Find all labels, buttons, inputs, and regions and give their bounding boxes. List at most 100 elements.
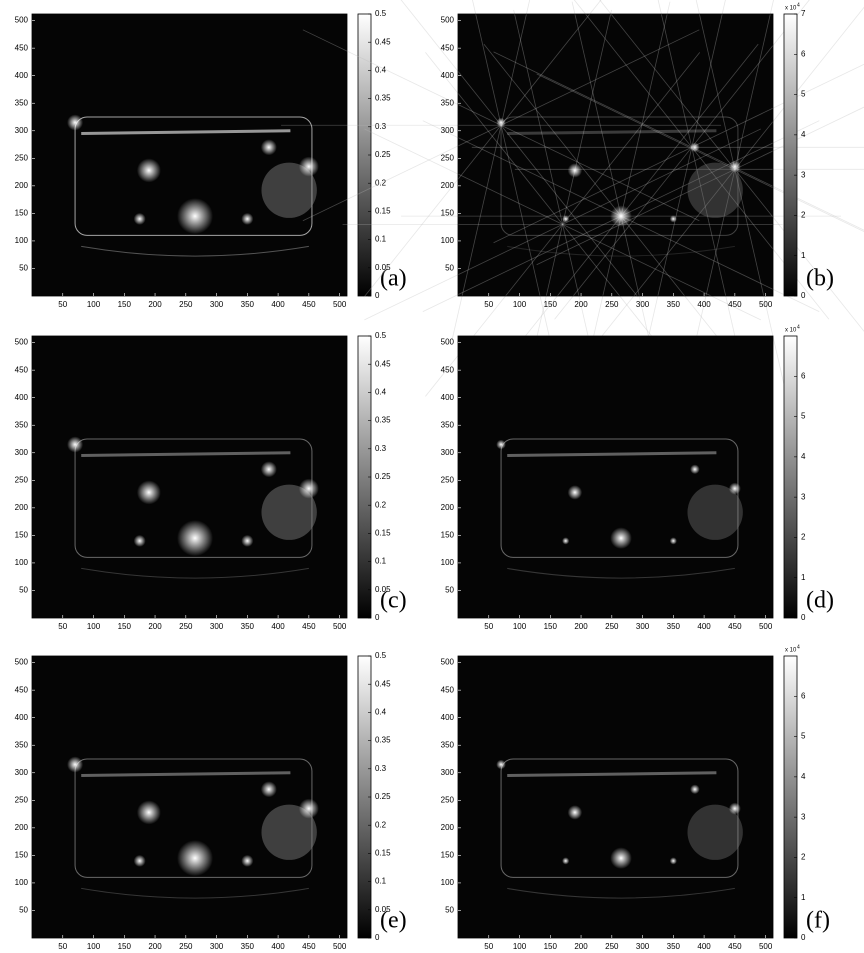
- x-tick-label: 200: [574, 300, 588, 309]
- x-tick-label: 150: [544, 622, 558, 631]
- colorbar-tick-label: 0.15: [375, 529, 391, 538]
- bright-spot: [568, 485, 582, 499]
- colorbar-tick-label: 5: [801, 412, 806, 421]
- x-tick-label: 100: [513, 622, 527, 631]
- bright-spot: [261, 461, 277, 477]
- colorbar-exponent-power: 4: [797, 644, 800, 650]
- x-tick-label: 400: [271, 622, 285, 631]
- y-tick-label: 100: [441, 558, 455, 567]
- colorbar-tick-label: 4: [801, 772, 806, 781]
- image-panel: [32, 14, 347, 296]
- colorbar-tick-label: 3: [801, 812, 806, 821]
- y-tick-label: 50: [445, 586, 454, 595]
- y-tick-label: 450: [441, 43, 455, 52]
- colorbar-tick-label: 0.15: [375, 849, 391, 858]
- x-tick-label: 500: [759, 622, 773, 631]
- x-tick-label: 250: [605, 300, 619, 309]
- bright-spot: [729, 483, 741, 495]
- x-tick-label: 300: [636, 300, 650, 309]
- panel-label: (c): [380, 588, 407, 614]
- bright-spot: [610, 847, 632, 869]
- bright-spot: [134, 855, 146, 867]
- x-tick-label: 300: [210, 622, 224, 631]
- colorbar-tick-label: 0.5: [375, 331, 387, 340]
- panel-label: (f): [806, 908, 830, 934]
- x-tick-label: 150: [118, 942, 132, 951]
- y-tick-label: 350: [15, 98, 29, 107]
- colorbar-tick-label: 0: [801, 613, 806, 622]
- colorbar-tick-label: 5: [801, 90, 806, 99]
- y-tick-label: 50: [445, 906, 454, 915]
- y-tick-label: 50: [445, 264, 454, 273]
- x-tick-label: 250: [605, 622, 619, 631]
- bright-spot: [690, 784, 700, 794]
- colorbar-tick-label: 0.3: [375, 764, 387, 773]
- image-panel: [32, 656, 347, 938]
- x-tick-label: 500: [333, 942, 347, 951]
- colorbar-tick-label: 0.45: [375, 679, 391, 688]
- colorbar-tick-label: 0.45: [375, 37, 391, 46]
- colorbar-tick-label: 0.35: [375, 416, 391, 425]
- y-tick-label: 250: [15, 153, 29, 162]
- colorbar-exponent: x 10: [785, 6, 797, 12]
- image: [32, 656, 347, 938]
- bright-spot: [241, 855, 253, 867]
- image-panel: [458, 656, 773, 938]
- y-tick-label: 200: [441, 503, 455, 512]
- colorbar-tick-label: 3: [801, 492, 806, 501]
- image-panel: [32, 336, 347, 618]
- colorbar-tick-label: 0.15: [375, 207, 391, 216]
- colorbar-tick-label: 0.1: [375, 877, 387, 886]
- colorbar-tick-label: 0: [801, 933, 806, 942]
- y-tick-label: 200: [15, 823, 29, 832]
- y-tick-label: 150: [15, 850, 29, 859]
- y-tick-label: 100: [441, 878, 455, 887]
- bright-spot: [134, 213, 146, 225]
- colorbar-tick-label: 7: [801, 9, 806, 18]
- y-tick-label: 500: [15, 658, 29, 667]
- x-tick-label: 150: [544, 942, 558, 951]
- x-tick-label: 250: [605, 942, 619, 951]
- x-tick-label: 50: [484, 622, 493, 631]
- colorbar-tick-label: 0.1: [375, 235, 387, 244]
- colorbar-tick-label: 6: [801, 49, 806, 58]
- colorbar-tick-label: 2: [801, 853, 806, 862]
- x-tick-label: 200: [148, 942, 162, 951]
- x-tick-label: 50: [484, 942, 493, 951]
- x-tick-label: 50: [58, 942, 67, 951]
- x-tick-label: 250: [179, 942, 193, 951]
- colorbar-tick-label: 0.4: [375, 66, 387, 75]
- bright-spot: [670, 537, 677, 544]
- x-tick-label: 350: [667, 942, 681, 951]
- y-tick-label: 500: [15, 16, 29, 25]
- y-tick-label: 100: [15, 878, 29, 887]
- colorbar-tick-label: 0: [375, 933, 380, 942]
- x-tick-label: 450: [302, 942, 316, 951]
- y-tick-label: 450: [15, 365, 29, 374]
- x-tick-label: 100: [513, 942, 527, 951]
- bright-spot: [299, 157, 319, 177]
- bright-spot: [177, 520, 213, 556]
- colorbar-exponent-power: 4: [797, 324, 800, 330]
- x-tick-label: 100: [87, 622, 101, 631]
- bright-spot: [137, 480, 161, 504]
- colorbar-tick-label: 0.25: [375, 792, 391, 801]
- y-tick-label: 50: [19, 906, 28, 915]
- bright-spot: [67, 437, 83, 453]
- y-tick-label: 350: [441, 420, 455, 429]
- y-tick-label: 500: [441, 658, 455, 667]
- colorbar-tick-label: 0.3: [375, 444, 387, 453]
- colorbar-tick-label: 0: [375, 613, 380, 622]
- y-tick-label: 100: [15, 558, 29, 567]
- colorbar-tick-label: 0: [801, 291, 806, 300]
- y-tick-label: 350: [441, 740, 455, 749]
- x-tick-label: 150: [118, 300, 132, 309]
- x-tick-label: 100: [513, 300, 527, 309]
- colorbar: [784, 656, 797, 938]
- colorbar: [784, 14, 797, 296]
- x-tick-label: 100: [87, 300, 101, 309]
- y-tick-label: 300: [15, 768, 29, 777]
- colorbar-tick-label: 1: [801, 573, 806, 582]
- panel-label: (d): [806, 588, 834, 614]
- bright-spot: [67, 757, 83, 773]
